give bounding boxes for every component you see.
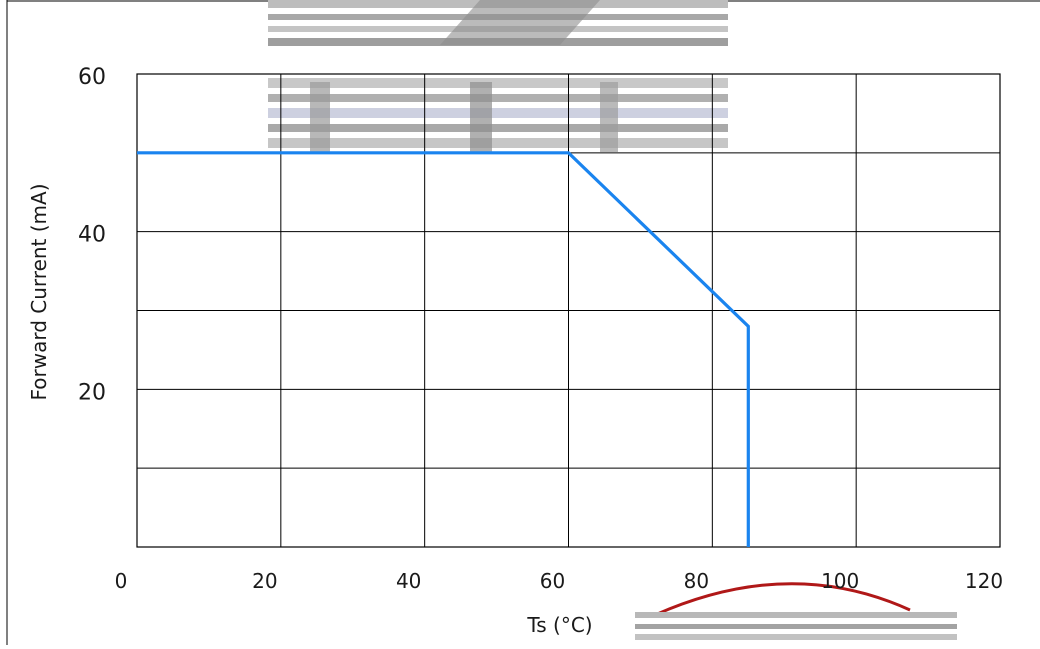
- x-tick-label: 100: [821, 569, 859, 593]
- x-tick-label: 40: [396, 569, 421, 593]
- x-tick-label: 20: [252, 569, 277, 593]
- grid-lines: [136, 73, 1001, 548]
- x-tick-label: 60: [540, 569, 565, 593]
- y-tick-label: 60: [78, 65, 106, 90]
- x-axis-label: Ts (°C): [526, 613, 592, 637]
- y-axis-label: Forward Current (mA): [27, 183, 51, 400]
- x-tick-label: 120: [965, 569, 1003, 593]
- watermark-top: [268, 0, 728, 46]
- watermark-mid: [268, 78, 728, 152]
- series-layer: [137, 151, 750, 547]
- y-tick-label: 20: [78, 380, 106, 405]
- watermark-stamp: [635, 582, 957, 640]
- x-tick-label: 80: [684, 569, 709, 593]
- x-tick-label: 0: [115, 569, 128, 593]
- series-line-0: [137, 151, 750, 547]
- y-tick-label: 40: [78, 223, 106, 248]
- tick-labels: 0 20 40 60 80 100 120 20 40 60: [78, 65, 1003, 593]
